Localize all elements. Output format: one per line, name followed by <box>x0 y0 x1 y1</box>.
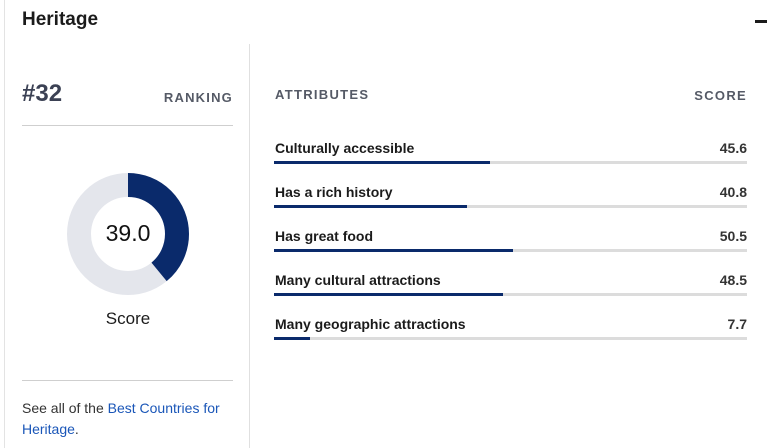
donut-fill <box>67 173 189 295</box>
attribute-bar-track <box>274 249 747 252</box>
footer-text: See all of the Best Countries for Herita… <box>22 398 237 440</box>
attribute-score: 45.6 <box>719 140 747 156</box>
ranking-label: RANKING <box>163 90 233 105</box>
score-label: Score <box>105 309 151 328</box>
attribute-bar-track <box>274 161 747 164</box>
minus-icon[interactable] <box>755 20 767 23</box>
attribute-label: Has great food <box>275 228 374 244</box>
divider <box>22 380 233 381</box>
section-title: Heritage <box>22 9 99 30</box>
attribute-row: Has great food 50.5 <box>274 226 747 270</box>
attribute-score: 40.8 <box>719 184 747 200</box>
attribute-row: Many geographic attractions 7.7 <box>274 314 747 358</box>
attribute-bar-fill <box>274 161 490 164</box>
attributes-header: ATTRIBUTES <box>275 87 370 102</box>
attribute-list: Culturally accessible 45.6 Has a rich hi… <box>274 138 747 358</box>
attribute-bar-track <box>274 293 747 296</box>
attribute-row: Culturally accessible 45.6 <box>274 138 747 182</box>
attribute-bar-fill <box>274 337 311 340</box>
attribute-label: Many cultural attractions <box>275 272 441 288</box>
score-value: 39.0 <box>105 220 151 246</box>
score-donut <box>67 173 189 295</box>
attribute-score: 50.5 <box>719 228 747 244</box>
attribute-row: Has a rich history 40.8 <box>274 182 747 226</box>
footer-suffix: . <box>74 421 79 437</box>
attribute-label: Has a rich history <box>275 184 393 200</box>
attribute-label: Culturally accessible <box>275 140 415 156</box>
score-header: SCORE <box>694 88 747 103</box>
attribute-bar-track <box>274 205 747 208</box>
divider <box>22 125 233 126</box>
attribute-bar-track <box>274 337 747 340</box>
column-divider <box>249 44 250 448</box>
attribute-score: 7.7 <box>727 316 747 332</box>
attribute-row: Many cultural attractions 48.5 <box>274 270 747 314</box>
section-header[interactable]: Heritage <box>4 0 783 44</box>
attribute-label: Many geographic attractions <box>275 316 466 332</box>
attribute-bar-fill <box>274 293 504 296</box>
footer-prefix: See all of the <box>22 400 108 416</box>
panel-frame <box>4 0 783 448</box>
ranking-value: #32 <box>22 80 63 107</box>
attribute-score: 48.5 <box>719 272 747 288</box>
attribute-bar-fill <box>274 249 513 252</box>
attribute-bar-fill <box>274 205 467 208</box>
best-countries-link[interactable]: Best Countries for Heritage <box>22 400 220 437</box>
